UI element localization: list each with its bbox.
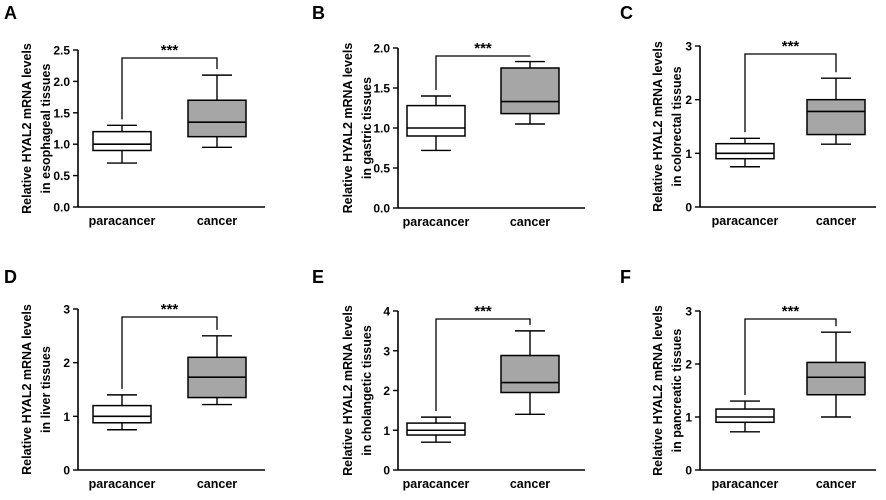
panel-b: B Relative HYAL2 mRNA levels in gastric ti… [312,3,585,229]
y-tick-label: 2.0 [53,75,70,89]
iqr-box [501,356,559,393]
iqr-box [807,100,865,135]
x-tick-label: paracancer [712,214,779,228]
significance-label: *** [782,303,800,320]
y-axis-label: in gastric tissues [360,77,374,179]
y-axis-label: in esophageal tissues [39,64,53,194]
box-cancer [188,336,246,405]
y-axis-label: Relative HYAL2 mRNA levels [341,43,355,214]
y-tick-label: 3 [63,303,70,317]
x-tick-label: cancer [816,477,856,491]
box-cancer [807,78,865,144]
y-tick-label: 2 [685,358,692,372]
panel-letter: A [4,3,17,23]
y-tick-label: 1.5 [53,106,70,120]
significance-label: *** [161,42,179,59]
y-axis-label: in liver tissues [39,346,53,433]
y-tick-label: 2 [63,356,70,370]
y-axis-label: Relative HYAL2 mRNA levels [651,41,665,212]
y-axis-label: Relative HYAL2 mRNA levels [651,305,665,476]
panel-letter: C [620,3,633,23]
y-tick-label: 3 [685,40,692,54]
y-tick-label: 0 [685,464,692,478]
panel-letter: B [312,3,325,23]
y-axis-label: in pancreatic tissues [670,329,684,453]
y-tick-label: 1 [383,424,390,438]
y-tick-label: 0.0 [53,201,70,215]
x-tick-label: paracancer [403,215,470,229]
x-tick-label: paracancer [712,477,779,491]
significance-label: *** [161,301,179,318]
y-tick-label: 2 [685,93,692,107]
iqr-box [807,362,865,394]
y-tick-label: 1.0 [53,138,70,152]
box-paracancer [716,138,774,166]
x-tick-label: paracancer [89,477,156,491]
panel-letter: D [4,267,17,287]
iqr-box [93,406,151,423]
x-tick-label: cancer [816,214,856,228]
box-paracancer [93,395,151,430]
y-tick-label: 2 [383,384,390,398]
significance-label: *** [782,38,800,55]
y-axis-label: Relative HYAL2 mRNA levels [20,304,34,475]
box-paracancer [93,125,151,163]
iqr-box [93,132,151,151]
iqr-box [407,106,465,136]
iqr-box [407,423,465,435]
iqr-box [188,100,246,136]
x-tick-label: cancer [197,214,237,228]
y-tick-label: 1 [685,411,692,425]
y-tick-label: 3 [685,305,692,319]
panel-d: D Relative HYAL2 mRNA levels in liver tiss… [4,267,265,491]
y-axis-label: in cholangetic tissues [360,325,374,456]
panel-a: A Relative HYAL2 mRNA levels in esophageal… [4,3,265,228]
y-tick-label: 0 [383,464,390,478]
y-tick-label: 2.5 [53,44,70,58]
iqr-box [501,68,559,114]
box-cancer [807,332,865,417]
iqr-box [716,144,774,159]
x-tick-label: cancer [510,477,550,491]
box-paracancer [407,96,465,150]
box-cancer [188,75,246,147]
x-tick-label: paracancer [89,214,156,228]
y-tick-label: 0 [685,201,692,215]
y-tick-label: 1.0 [373,122,390,136]
y-axis-label: Relative HYAL2 mRNA levels [341,305,355,476]
box-paracancer [716,401,774,432]
panel-letter: F [620,267,631,287]
y-tick-label: 0.0 [373,202,390,216]
x-tick-label: cancer [197,477,237,491]
panel-f: F Relative HYAL2 mRNA levels in pancreatic… [620,267,876,491]
panel-letter: E [312,267,324,287]
significance-label: *** [474,40,492,57]
x-tick-label: cancer [510,215,550,229]
panel-c: C Relative HYAL2 mRNA levels in colorectal… [620,3,876,228]
y-tick-label: 1.5 [373,82,390,96]
y-tick-label: 2.0 [373,42,390,56]
y-axis-label: in colorectal tissues [670,66,684,186]
significance-label: *** [474,303,492,320]
y-axis-label: Relative HYAL2 mRNA levels [20,43,34,214]
box-cancer [501,62,559,124]
y-tick-label: 0 [63,464,70,478]
y-tick-label: 0.5 [53,169,70,183]
panel-e: E Relative HYAL2 mRNA levels in cholangeti… [312,267,585,491]
y-tick-label: 3 [383,344,390,358]
y-tick-label: 4 [383,305,390,319]
iqr-box [716,409,774,422]
y-tick-label: 1 [685,147,692,161]
box-cancer [501,331,559,414]
y-tick-label: 0.5 [373,162,390,176]
y-tick-label: 1 [63,410,70,424]
box-paracancer [407,417,465,442]
x-tick-label: paracancer [403,477,470,491]
